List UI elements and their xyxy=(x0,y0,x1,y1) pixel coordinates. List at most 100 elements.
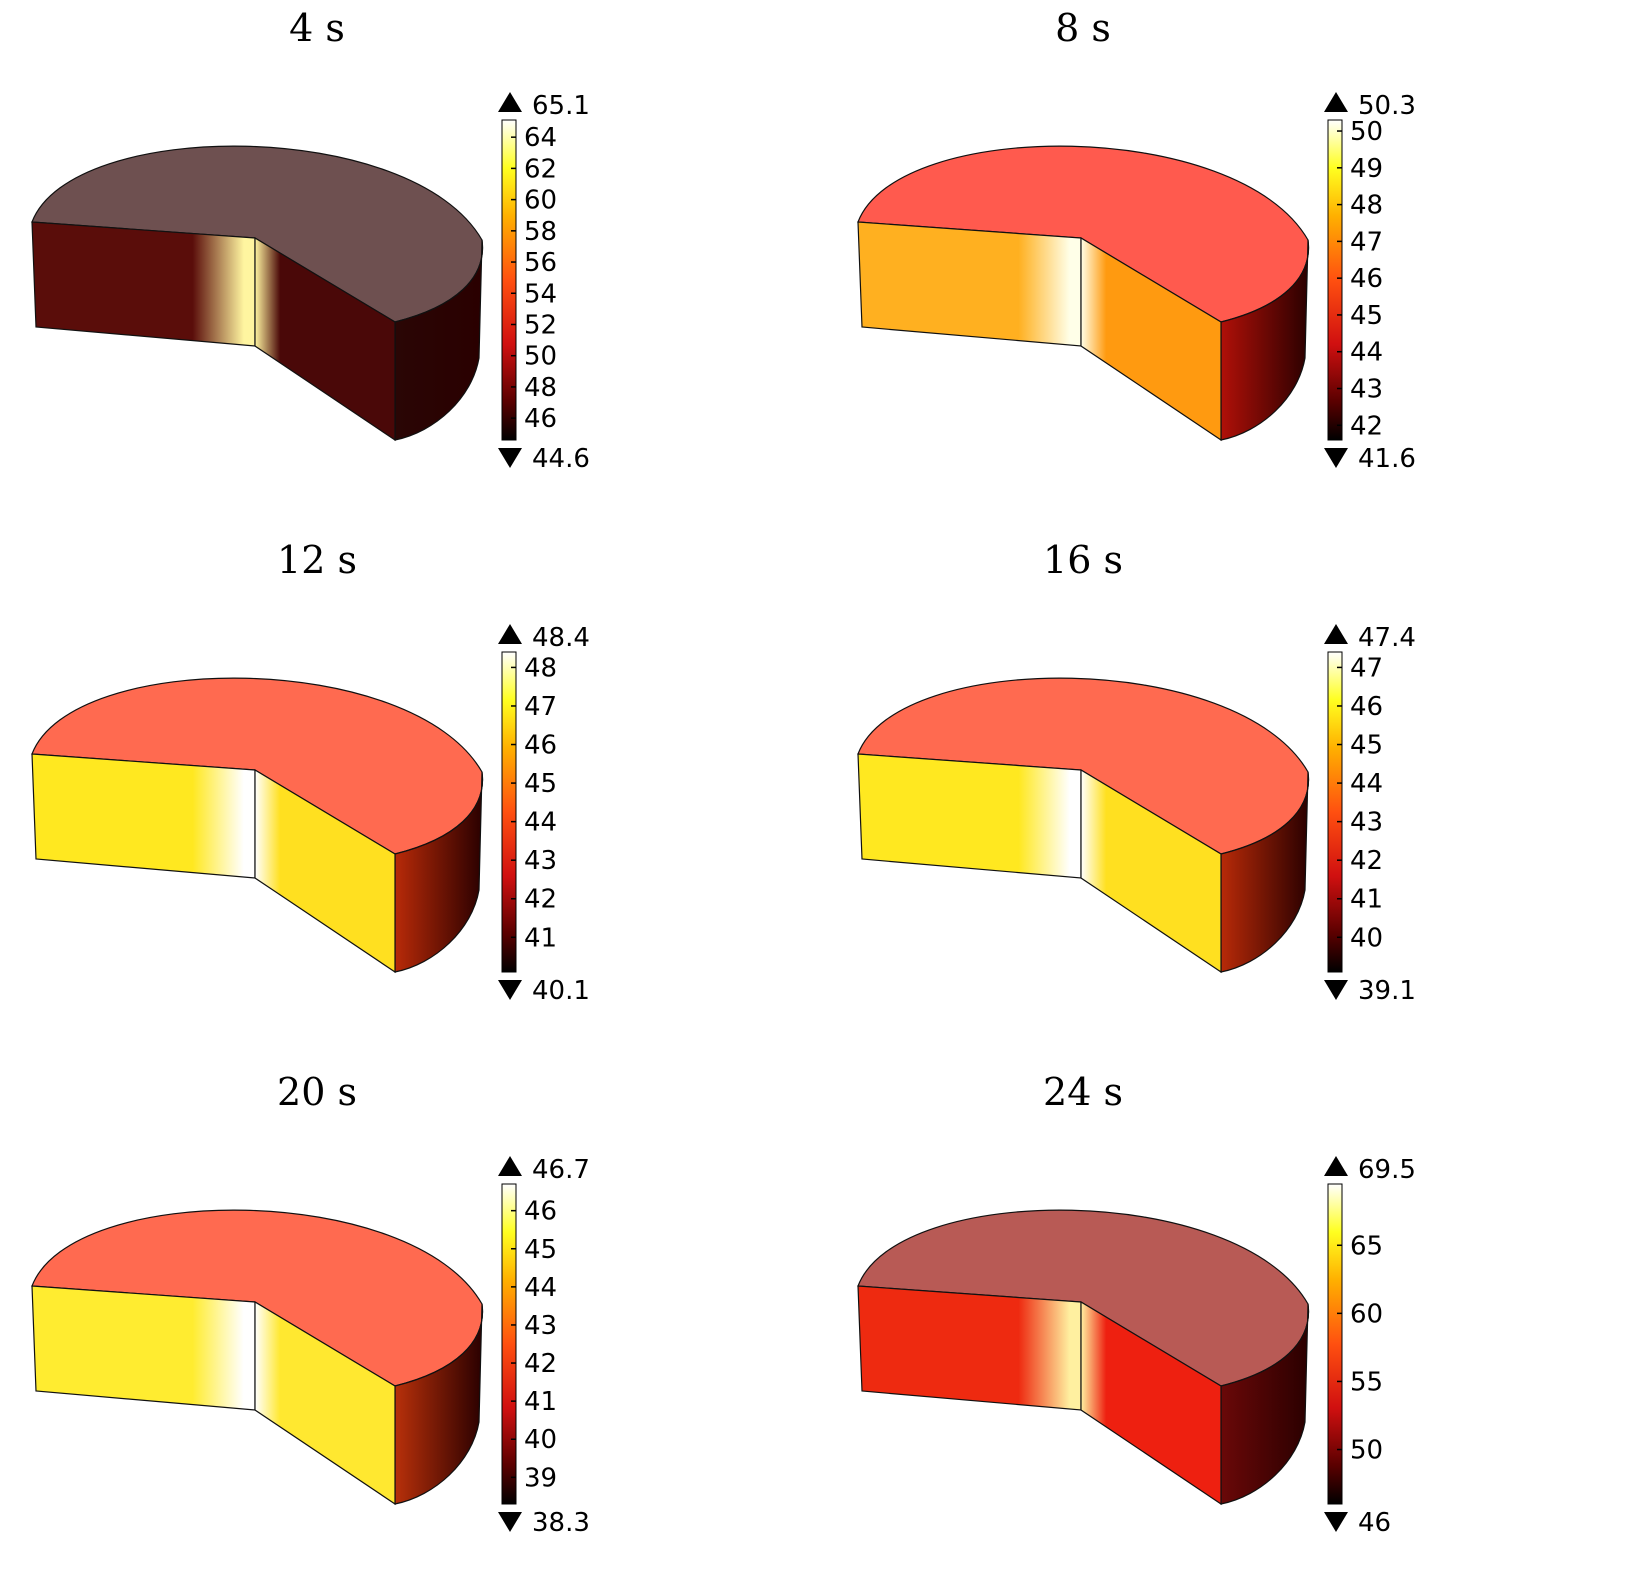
colorbar-max-label: 50.3 xyxy=(1358,91,1416,121)
min-arrow-icon xyxy=(498,448,522,468)
colorbar-tick-label: 49 xyxy=(1350,154,1383,184)
plot-panel: 47.4 39.1 47 46 45 44 43 42 41 40 16 s xyxy=(826,532,1652,1064)
colorbar-tick-label: 46 xyxy=(1350,692,1383,722)
colorbar-tick-label: 47 xyxy=(1350,227,1383,257)
colorbar-tick-label: 58 xyxy=(524,217,557,247)
cut-face-left xyxy=(31,1285,256,1411)
colorbar-tick-label: 48 xyxy=(1350,191,1383,221)
colorbar-tick-label: 44 xyxy=(524,808,557,838)
cut-face-right xyxy=(1080,768,1222,974)
temperature-plot: 69.5 46 65 60 55 50 xyxy=(857,1155,1416,1538)
colorbar-max-label: 47.4 xyxy=(1358,623,1416,653)
outer-wall xyxy=(394,239,484,441)
cut-face-right xyxy=(254,236,396,442)
colorbar-tick-label: 56 xyxy=(524,248,557,278)
colorbar-tick-label: 42 xyxy=(524,885,557,915)
panel-title: 4 s xyxy=(289,6,345,50)
colorbar-tick-label: 55 xyxy=(1350,1367,1383,1397)
colorbar-tick-label: 45 xyxy=(524,1235,557,1265)
temperature-plot: 50.3 41.6 50 49 48 47 46 45 44 43 42 xyxy=(857,91,1416,474)
outer-wall xyxy=(1220,1303,1310,1505)
outer-wall xyxy=(394,771,484,973)
colorbar-tick-label: 54 xyxy=(524,279,557,309)
max-arrow-icon xyxy=(498,624,522,644)
min-arrow-icon xyxy=(1324,448,1348,468)
plot-panel: 69.5 46 65 60 55 50 24 s xyxy=(826,1064,1652,1596)
colorbar-tick-label: 42 xyxy=(1350,411,1383,441)
colorbar-tick-label: 40 xyxy=(524,1425,557,1455)
colorbar xyxy=(501,1183,517,1505)
colorbar-max-label: 48.4 xyxy=(532,623,590,653)
colorbar xyxy=(501,651,517,973)
colorbar-min-label: 40.1 xyxy=(532,976,590,1006)
temperature-plot: 46.7 38.3 46 45 44 43 42 41 40 39 xyxy=(31,1155,590,1538)
colorbar-min-label: 39.1 xyxy=(1358,976,1416,1006)
colorbar-tick-label: 62 xyxy=(524,154,557,184)
temperature-plot: 48.4 40.1 48 47 46 45 44 43 42 41 xyxy=(31,623,590,1006)
colorbar-min-label: 41.6 xyxy=(1358,444,1416,474)
colorbar-tick-label: 43 xyxy=(1350,808,1383,838)
panel-title: 20 s xyxy=(277,1070,357,1114)
colorbar-tick-label: 41 xyxy=(1350,885,1383,915)
colorbar-tick-label: 44 xyxy=(524,1273,557,1303)
min-arrow-icon xyxy=(1324,980,1348,1000)
colorbar-max-label: 65.1 xyxy=(532,91,590,121)
colorbar-min-label: 38.3 xyxy=(532,1508,590,1538)
colorbar-tick-label: 60 xyxy=(524,186,557,216)
colorbar-tick-label: 47 xyxy=(1350,653,1383,683)
cut-face-right xyxy=(254,1300,396,1506)
colorbar-tick-label: 41 xyxy=(524,1387,557,1417)
colorbar-tick-label: 48 xyxy=(524,653,557,683)
outer-wall xyxy=(394,1303,484,1505)
colorbar-tick-label: 46 xyxy=(524,1197,557,1227)
colorbar-tick-label: 43 xyxy=(524,1311,557,1341)
plot-panel: 46.7 38.3 46 45 44 43 42 41 40 39 20 s xyxy=(0,1064,826,1596)
max-arrow-icon xyxy=(1324,92,1348,112)
min-arrow-icon xyxy=(498,980,522,1000)
min-arrow-icon xyxy=(498,1512,522,1532)
colorbar-max-label: 46.7 xyxy=(532,1155,590,1185)
colorbar-tick-label: 47 xyxy=(524,692,557,722)
cut-face-right xyxy=(254,768,396,974)
colorbar-tick-label: 45 xyxy=(1350,301,1383,331)
outer-wall xyxy=(1220,771,1310,973)
colorbar-tick-label: 46 xyxy=(524,404,557,434)
colorbar-tick-label: 50 xyxy=(524,342,557,372)
colorbar-tick-label: 52 xyxy=(524,310,557,340)
cut-face-left xyxy=(857,1285,1082,1411)
colorbar-tick-label: 45 xyxy=(524,769,557,799)
max-arrow-icon xyxy=(1324,624,1348,644)
colorbar xyxy=(1327,1183,1343,1505)
colorbar-tick-label: 40 xyxy=(1350,923,1383,953)
colorbar-max-label: 69.5 xyxy=(1358,1155,1416,1185)
colorbar-tick-label: 45 xyxy=(1350,731,1383,761)
colorbar xyxy=(1327,651,1343,973)
panel-title: 24 s xyxy=(1043,1070,1123,1114)
max-arrow-icon xyxy=(1324,1156,1348,1176)
max-arrow-icon xyxy=(498,92,522,112)
colorbar-tick-label: 43 xyxy=(524,846,557,876)
plot-panel: 48.4 40.1 48 47 46 45 44 43 42 41 12 s xyxy=(0,532,826,1064)
outer-wall xyxy=(1220,239,1310,441)
colorbar-tick-label: 60 xyxy=(1350,1299,1383,1329)
colorbar-tick-label: 41 xyxy=(524,923,557,953)
panel-title: 8 s xyxy=(1055,6,1111,50)
colorbar-tick-label: 64 xyxy=(524,123,557,153)
panel-title: 12 s xyxy=(277,538,357,582)
cut-face-left xyxy=(31,221,256,347)
cut-face-right xyxy=(1080,1300,1222,1506)
colorbar-tick-label: 42 xyxy=(1350,846,1383,876)
temperature-plot: 47.4 39.1 47 46 45 44 43 42 41 40 xyxy=(857,623,1416,1006)
plot-panel: 65.1 44.6 64 62 60 58 56 54 52 50 48 46 4 s xyxy=(0,0,826,532)
colorbar-tick-label: 42 xyxy=(524,1349,557,1379)
colorbar-tick-label: 43 xyxy=(1350,375,1383,405)
colorbar-tick-label: 39 xyxy=(524,1463,557,1493)
colorbar-tick-label: 44 xyxy=(1350,338,1383,368)
colorbar-tick-label: 44 xyxy=(1350,769,1383,799)
min-arrow-icon xyxy=(1324,1512,1348,1532)
plot-panel: 50.3 41.6 50 49 48 47 46 45 44 43 42 8 s xyxy=(826,0,1652,532)
max-arrow-icon xyxy=(498,1156,522,1176)
colorbar-tick-label: 46 xyxy=(1350,264,1383,294)
colorbar-tick-label: 65 xyxy=(1350,1231,1383,1261)
